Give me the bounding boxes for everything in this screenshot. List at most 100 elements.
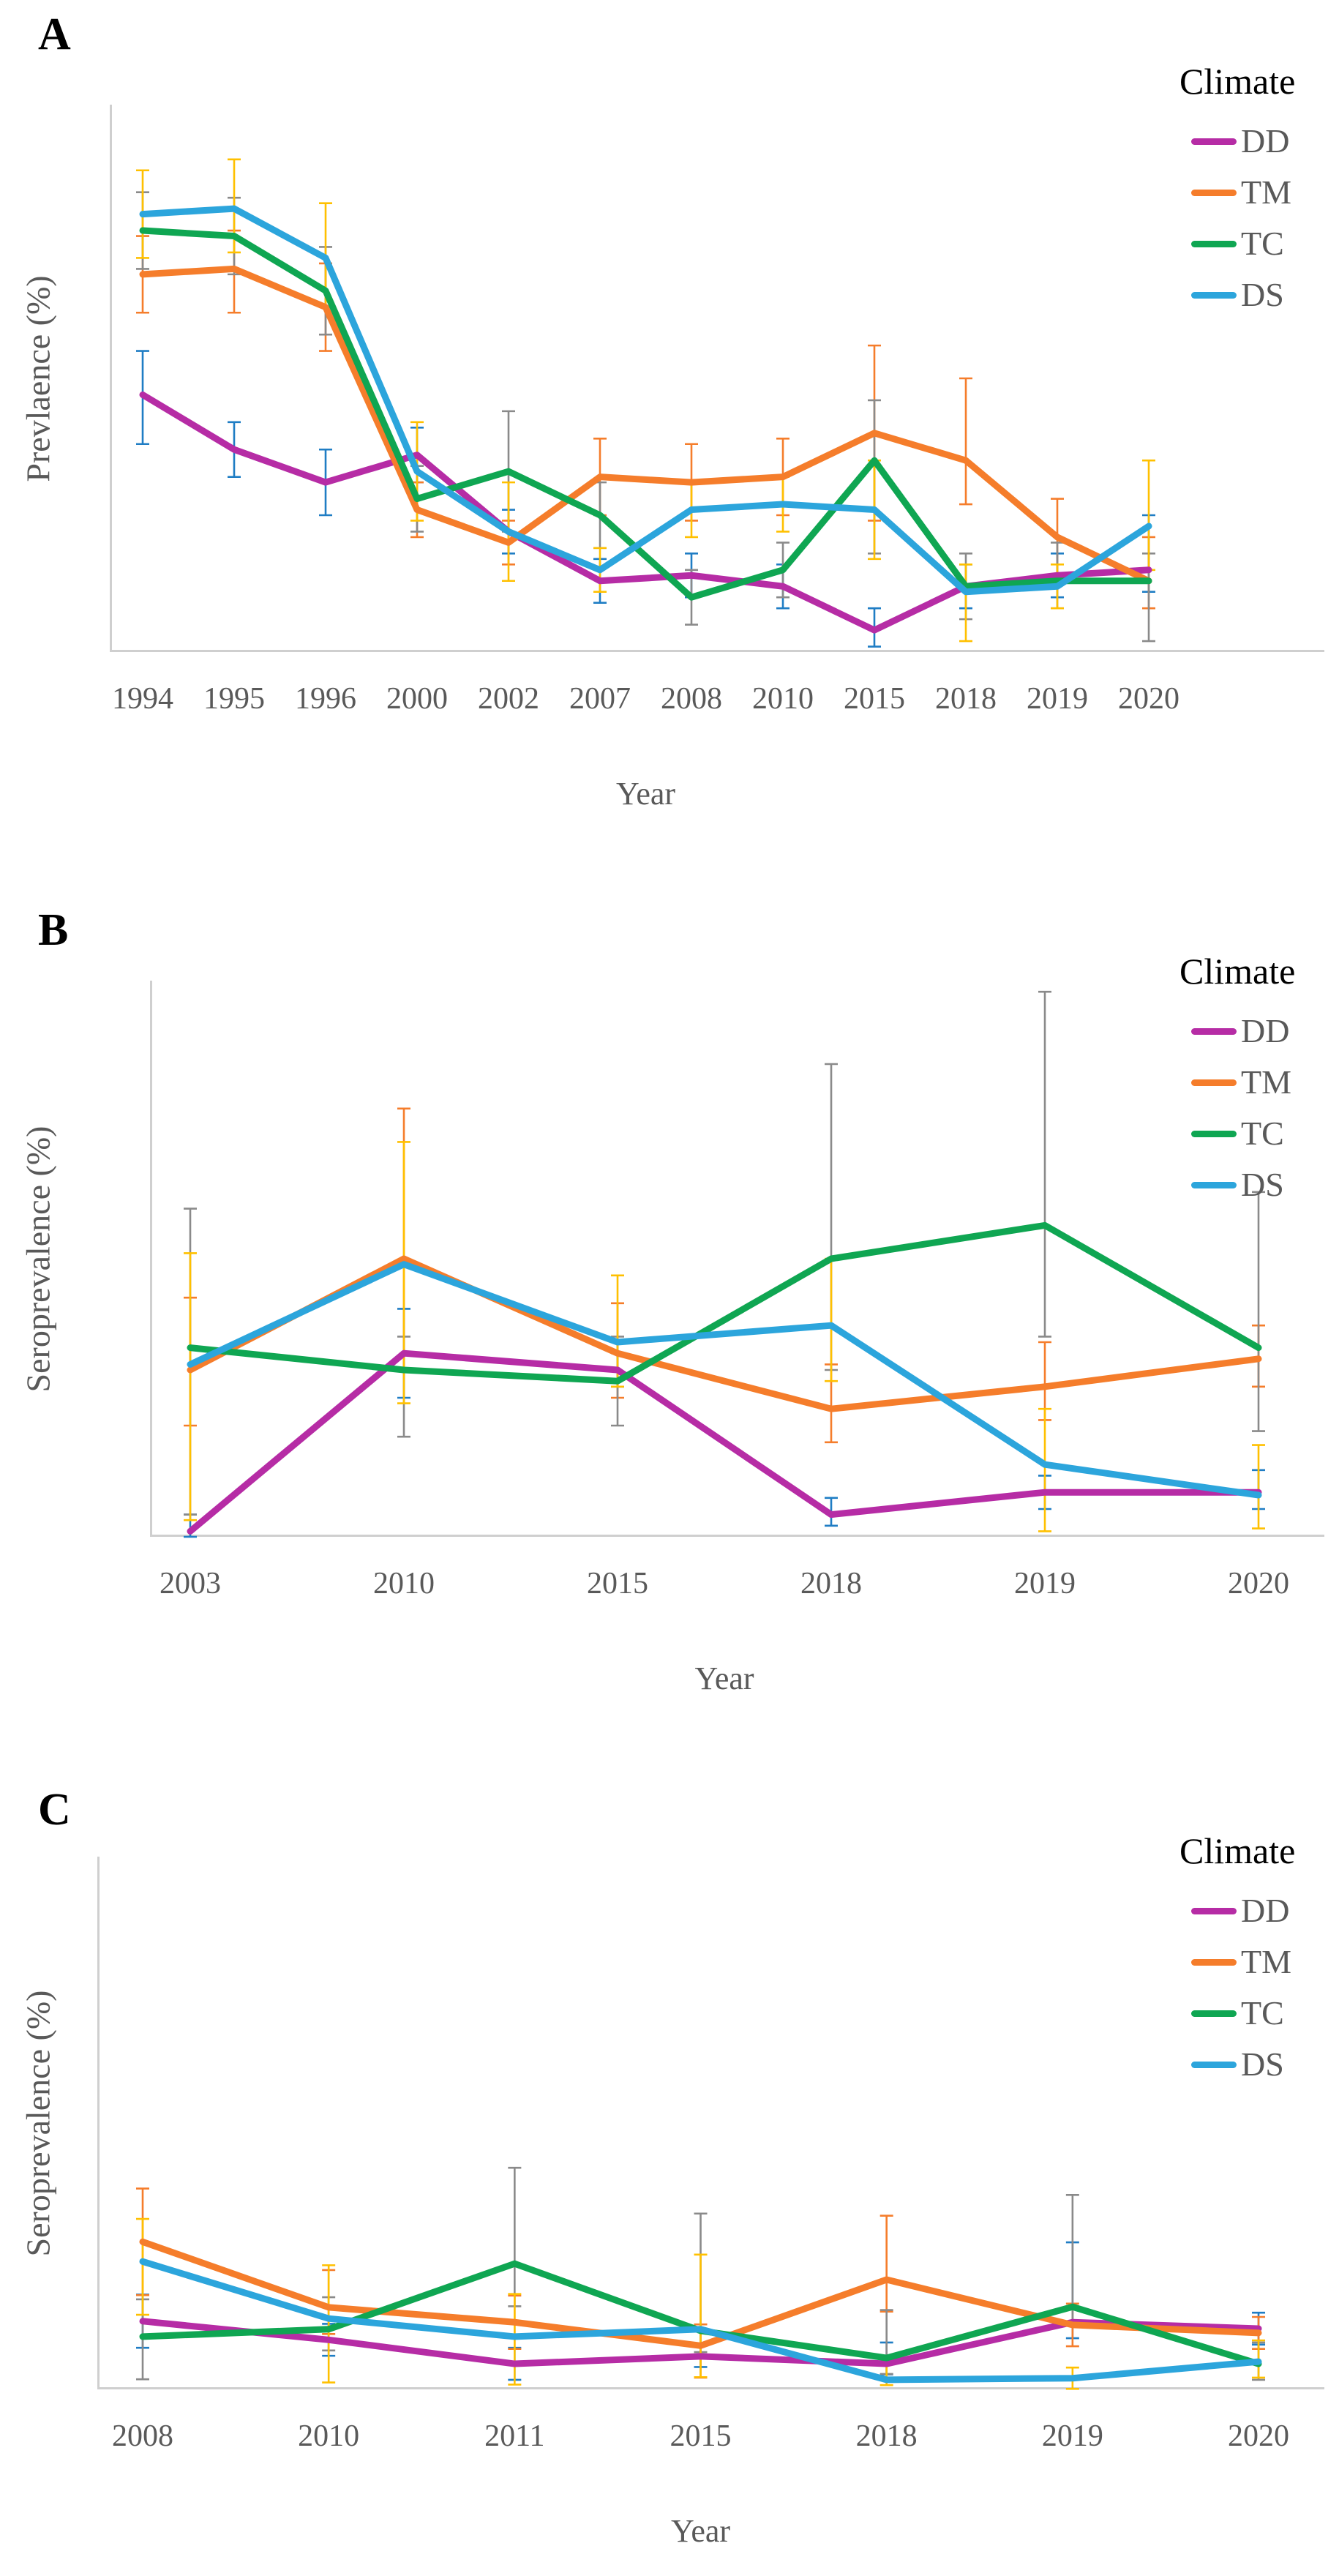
series-line-TM [187, 1255, 1262, 1412]
legend-label: TC [1241, 1994, 1284, 2032]
series-line-TM [139, 2238, 1262, 2349]
plot-area [110, 105, 1324, 652]
x-tick-2010: 2010 [752, 682, 814, 716]
error-bars-DS [136, 158, 1155, 643]
panel-c-y-axis-title-wrap: Seroprevalence (%) [0, 1857, 76, 2389]
axes [150, 981, 1324, 1537]
legend-item-TC: TC [1191, 1996, 1339, 2030]
series-line-DS [139, 205, 1152, 596]
y-axis-title: Seroprevalence (%) [19, 1126, 57, 1392]
x-tick-2008: 2008 [661, 682, 722, 716]
x-tick-2020: 2020 [1228, 2419, 1290, 2453]
x-tick-2020: 2020 [1228, 1567, 1289, 1600]
panel-b-y-axis-title-wrap: Seroprevalence (%) [0, 981, 76, 1537]
x-tick-2018: 2018 [800, 1567, 862, 1600]
y-axis-title: Seroprevalence (%) [19, 1990, 57, 2256]
panel-c-label: C [38, 1785, 71, 1835]
series-line-TM [139, 265, 1152, 585]
axes [110, 105, 1324, 652]
legend-title: Climate [1179, 1830, 1296, 1871]
legend-item-DD: DD [1191, 1894, 1339, 1928]
legend-label: DS [1241, 276, 1284, 313]
x-tick-2015: 2015 [844, 682, 905, 716]
x-tick-2018: 2018 [935, 682, 997, 716]
legend-item-DS: DS [1191, 278, 1339, 312]
x-axis-ticks: 2008 2010 2011 2015 2018 2019 2020 [97, 2419, 1324, 2463]
x-axis-title: Year [670, 2513, 731, 2549]
series-line-TC [139, 227, 1152, 601]
legend-title: Climate [1179, 951, 1296, 992]
legend-item-TC: TC [1191, 227, 1339, 261]
chart-svg-A [110, 105, 1324, 652]
legend-line-icon [1191, 1181, 1237, 1188]
legend-item-TM: TM [1191, 1945, 1339, 1979]
legend-label: DD [1241, 1012, 1290, 1049]
x-tick-2010: 2010 [373, 1567, 435, 1600]
error-bars-DD [184, 1308, 1265, 1538]
x-axis-ticks: 1994 1995 1996 2000 2002 2007 2008 2010 2015 2018… [110, 681, 1324, 725]
chart-svg-B [150, 981, 1324, 1538]
legend-line-icon [1191, 240, 1237, 247]
legend-line-icon [1191, 1079, 1237, 1086]
legend-label: TC [1241, 225, 1284, 262]
x-tick-2015: 2015 [587, 1567, 648, 1600]
legend-label: DS [1241, 1166, 1284, 1203]
legend-item-DS: DS [1191, 2048, 1339, 2081]
x-tick-2020: 2020 [1118, 682, 1179, 716]
legend-line-icon [1191, 291, 1237, 299]
legend-items: DD TM TC DS [1191, 1014, 1339, 1202]
legend-item-TC: TC [1191, 1117, 1339, 1150]
legend-item-TM: TM [1191, 176, 1339, 209]
x-tick-1995: 1995 [203, 682, 265, 716]
x-tick-2018: 2018 [855, 2419, 918, 2453]
legend-item-DD: DD [1191, 124, 1339, 158]
series-line-DS [187, 1261, 1262, 1499]
error-bars-DS [184, 1141, 1265, 1532]
legend-label: DD [1241, 1892, 1290, 1929]
series-line-DD [139, 391, 1152, 634]
x-tick-2019: 2019 [1014, 1567, 1076, 1600]
x-tick-1996: 1996 [295, 682, 356, 716]
plot-area [150, 981, 1324, 1538]
x-axis-title: Year [694, 1660, 754, 1696]
legend-label: TM [1241, 173, 1291, 211]
series-line-TC [187, 1221, 1262, 1385]
x-tick-2011: 2011 [484, 2419, 545, 2453]
legend-line-icon [1191, 1027, 1237, 1035]
error-bars-DD [136, 350, 1155, 648]
panel-b-label: B [38, 905, 69, 955]
legend-item-TM: TM [1191, 1066, 1339, 1099]
panel-a-label: A [38, 10, 71, 59]
plot-area [97, 1857, 1324, 2390]
error-bars-TC [136, 191, 1155, 643]
legend-line-icon [1191, 1907, 1237, 1914]
x-tick-2010: 2010 [298, 2419, 360, 2453]
legend-items: DD TM TC DS [1191, 124, 1339, 312]
legend-label: DD [1241, 122, 1290, 160]
x-tick-2019: 2019 [1027, 682, 1088, 716]
axes [97, 1857, 1324, 2389]
x-axis-title: Year [615, 776, 676, 812]
legend-item-DS: DS [1191, 1168, 1339, 1202]
legend-line-icon [1191, 2061, 1237, 2068]
legend-label: TC [1241, 1115, 1284, 1152]
legend-title: Climate [1179, 61, 1296, 102]
legend-line-icon [1191, 189, 1237, 196]
x-tick-2000: 2000 [386, 682, 448, 716]
series-line-DS [139, 2258, 1262, 2384]
legend-line-icon [1191, 1130, 1237, 1137]
series-line-DD [187, 1349, 1262, 1535]
x-tick-2015: 2015 [670, 2419, 732, 2453]
chart-svg-C [97, 1857, 1324, 2390]
legend-line-icon [1191, 2010, 1237, 2017]
x-tick-2002: 2002 [478, 682, 539, 716]
legend-item-DD: DD [1191, 1014, 1339, 1048]
x-tick-2008: 2008 [112, 2419, 173, 2453]
legend-label: DS [1241, 2045, 1284, 2083]
x-tick-2003: 2003 [160, 1567, 221, 1600]
legend-line-icon [1191, 1958, 1237, 1966]
legend: Climate DD TM TC DS [1179, 950, 1339, 1219]
legend: Climate DD TM TC DS [1179, 60, 1339, 329]
y-axis-title: Prevlaence (%) [19, 274, 57, 482]
